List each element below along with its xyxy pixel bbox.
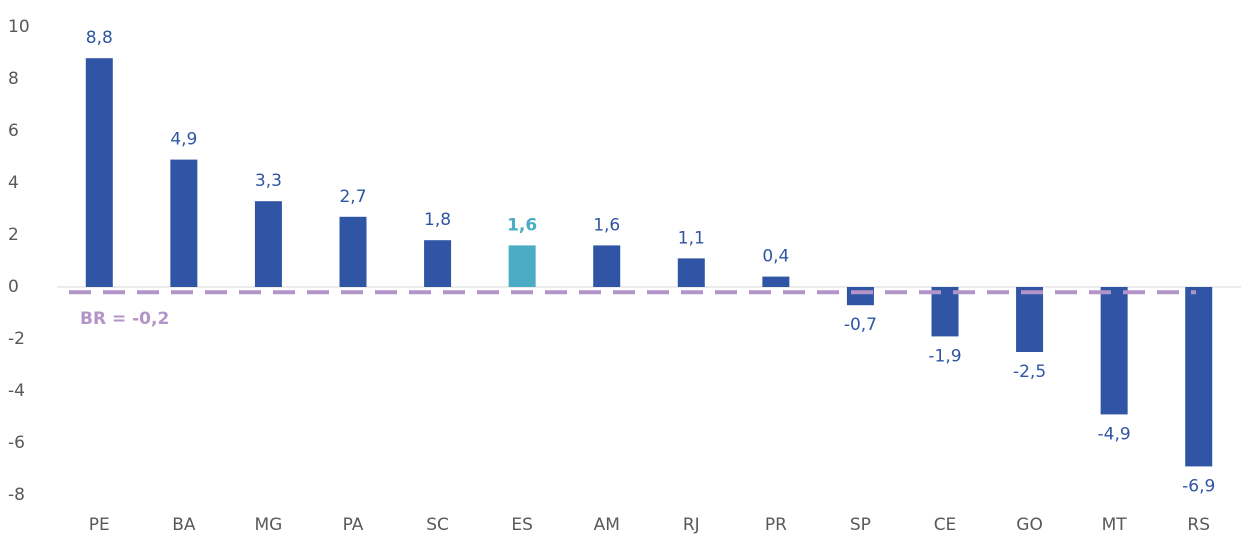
value-label: -1,9	[928, 346, 961, 366]
y-tick-label: 4	[8, 173, 19, 193]
y-tick-label: 0	[8, 277, 19, 297]
value-label: 3,3	[255, 171, 282, 191]
y-tick-label: -4	[8, 381, 25, 401]
y-tick-label: 6	[8, 121, 19, 141]
x-tick-label: RJ	[683, 515, 700, 535]
x-tick-label: MT	[1102, 515, 1128, 535]
x-tick-label: MG	[255, 515, 283, 535]
bar	[170, 159, 198, 287]
bar	[762, 276, 790, 287]
value-label: 4,9	[170, 130, 197, 150]
x-tick-label: PR	[765, 515, 787, 535]
x-tick-label: GO	[1016, 515, 1043, 535]
bar	[508, 245, 536, 287]
x-tick-label: SP	[850, 515, 871, 535]
x-tick-label: PA	[343, 515, 364, 535]
y-tick-label: 8	[8, 69, 19, 89]
value-label: 0,4	[762, 247, 789, 267]
value-label: -0,7	[844, 315, 877, 335]
bar	[1016, 287, 1044, 352]
y-tick-label: -6	[8, 433, 25, 453]
bar	[593, 245, 621, 287]
x-tick-label: AM	[594, 515, 620, 535]
y-tick-label: -2	[8, 329, 25, 349]
x-tick-label: RS	[1187, 515, 1210, 535]
bar	[424, 240, 452, 287]
y-tick-label: -8	[8, 485, 25, 505]
bar	[1100, 287, 1128, 415]
value-label: 1,6	[593, 215, 620, 235]
bar	[254, 201, 282, 287]
value-label: 1,1	[678, 228, 705, 248]
bar	[931, 287, 959, 337]
reference-label: BR = -0,2	[80, 309, 169, 329]
value-label: 1,6	[507, 215, 537, 235]
value-label: -6,9	[1182, 476, 1215, 496]
value-label: -2,5	[1013, 362, 1046, 382]
bar	[1185, 287, 1213, 467]
x-tick-label: CE	[934, 515, 957, 535]
y-tick-label: 2	[8, 225, 19, 245]
bar	[85, 58, 113, 288]
bar	[339, 216, 367, 287]
value-label: 1,8	[424, 210, 451, 230]
bar	[677, 258, 705, 287]
x-tick-label: SC	[426, 515, 449, 535]
value-label: 8,8	[86, 28, 113, 48]
value-label: 2,7	[339, 187, 366, 207]
x-tick-label: ES	[511, 515, 533, 535]
y-tick-label: 10	[8, 17, 30, 37]
value-label: -4,9	[1098, 424, 1131, 444]
bar	[846, 287, 874, 306]
x-tick-label: BA	[172, 515, 196, 535]
x-tick-label: PE	[89, 515, 110, 535]
